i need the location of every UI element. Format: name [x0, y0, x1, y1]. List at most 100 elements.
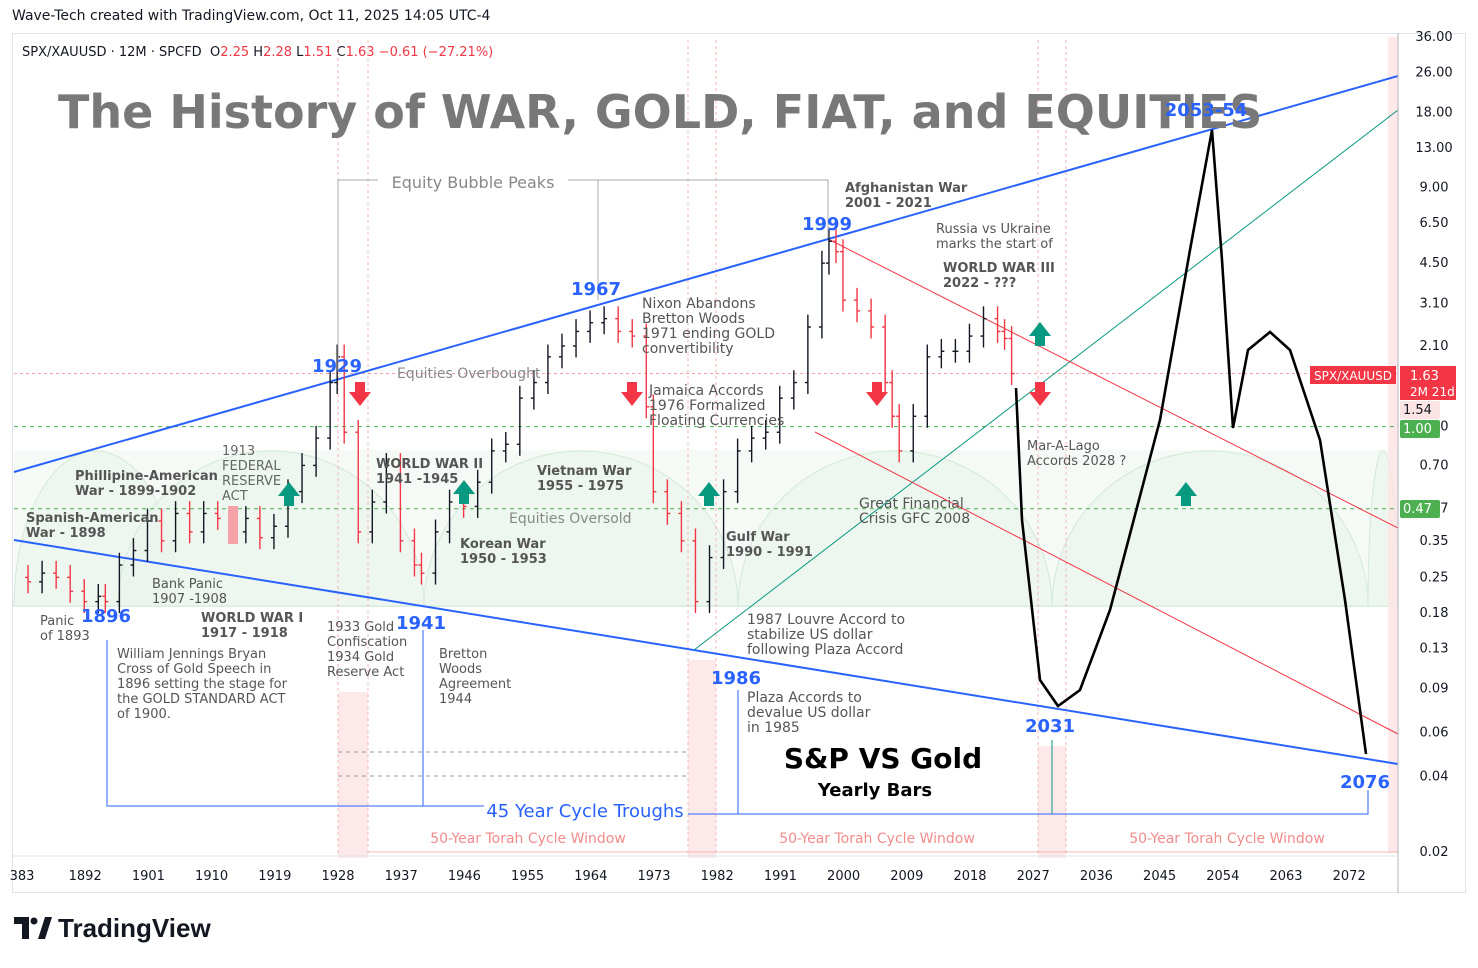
year-label: 1967 [571, 279, 621, 300]
y-tick-label: 4.50 [1420, 256, 1449, 271]
fed-act-line: ACT [222, 489, 248, 504]
y-tick-label: 0.70 [1420, 458, 1449, 473]
panic-1893-line: of 1893 [40, 629, 90, 644]
x-tick-label: 2072 [1333, 869, 1366, 884]
year-label: 2053-54 [1165, 100, 1248, 121]
symbol-tag-bg [1310, 366, 1396, 384]
fed-act-marker [228, 506, 238, 544]
close-value: 1.63 [345, 45, 375, 60]
nixon-line: Bretton Woods [642, 311, 745, 327]
chart-pane[interactable] [12, 33, 1466, 893]
y-tick-label: 0.13 [1420, 641, 1449, 656]
gulf-war-line: Gulf War [726, 530, 790, 545]
upper-trendline [13, 75, 1399, 473]
up-arrow-icon [1029, 322, 1051, 346]
x-tick-label: 2063 [1269, 869, 1302, 884]
oversold-label: Equities Oversold [509, 511, 632, 527]
louvre-accord-line: 1987 Louvre Accord to [747, 612, 905, 628]
fed-act-line: 1913 [222, 444, 255, 459]
y-tick-label: 26.00 [1415, 65, 1452, 80]
x-tick-label: 2027 [1017, 869, 1050, 884]
equity-peaks-label: Equity Bubble Peaks [392, 173, 555, 192]
level1-tag-bg [1400, 420, 1440, 438]
y-tick-label: 36.00 [1415, 30, 1452, 45]
x-tick-label: 1910 [195, 869, 228, 884]
torah-window [688, 660, 716, 858]
bryan-speech-line: the GOLD STANDARD ACT [117, 692, 286, 707]
x-tick-label: 1973 [637, 869, 670, 884]
red-trendline [814, 431, 1399, 735]
gfc-line: Crisis GFC 2008 [859, 511, 970, 527]
plaza-accord-line: Plaza Accords to [747, 690, 862, 706]
y-tick-label: 0.02 [1420, 845, 1449, 860]
bryan-speech-line: of 1900. [117, 707, 171, 722]
nixon-line: Nixon Abandons [642, 296, 756, 312]
louvre-accord-line: stabilize US dollar [747, 627, 873, 643]
torah-window [338, 692, 368, 858]
korean-war-line: Korean War [460, 537, 546, 552]
korean-war-line: 1950 - 1953 [460, 552, 547, 567]
high-value: 2.28 [263, 45, 293, 60]
y-tick-label: 0.09 [1420, 681, 1449, 696]
russia-ukraine-line: Russia vs Ukraine [936, 222, 1051, 237]
low-value: 1.51 [303, 45, 333, 60]
tradingview-footer[interactable]: TradingView [14, 913, 211, 946]
louvre-accord-line: following Plaza Accord [747, 642, 903, 658]
x-tick-label: 2045 [1143, 869, 1176, 884]
y-tick-label: 0.18 [1420, 606, 1449, 621]
change-value: −0.61 (−27.21%) [378, 45, 494, 60]
torah-label: 50-Year Torah Cycle Window [1129, 831, 1325, 847]
level2-tag: 0.47 [1403, 502, 1432, 517]
oversold-zone [14, 450, 1398, 606]
up-arrow-icon [698, 482, 720, 506]
gold-confiscation-line: Confiscation [327, 635, 407, 650]
y-tick-label: 3.10 [1420, 297, 1449, 312]
russia-ukraine-line: marks the start of [936, 237, 1053, 252]
up-arrow-icon [278, 482, 300, 506]
bryan-speech-line: William Jennings Bryan [117, 647, 266, 662]
x-tick-label: 2054 [1206, 869, 1239, 884]
vietnam-war-line: 1955 - 1975 [537, 479, 624, 494]
bank-panic-line: Bank Panic [152, 577, 223, 592]
year-label: 1896 [81, 606, 131, 627]
torah-window [1388, 37, 1398, 853]
y-tick-label: 0.06 [1420, 726, 1449, 741]
y-tick-label: 18.00 [1415, 105, 1452, 120]
brand-name: TradingView [58, 913, 211, 943]
ww1-line: 1917 - 1918 [201, 626, 288, 641]
x-tick-label: 1982 [701, 869, 734, 884]
x-tick-label: 1919 [258, 869, 291, 884]
nixon-line: convertibility [642, 341, 734, 357]
afghanistan-war-line: Afghanistan War [845, 181, 968, 196]
chart-subtitle: S&P VS Gold [784, 742, 982, 775]
green-trendline [693, 109, 1399, 651]
down-arrow-icon [349, 382, 371, 406]
ww2-line: WORLD WAR II [376, 457, 483, 472]
bretton-woods-line: Agreement [439, 677, 511, 692]
y-tick-label: 6.50 [1420, 216, 1449, 231]
x-tick-label: 1991 [764, 869, 797, 884]
spanish-war-line: Spanish-American [26, 511, 159, 526]
x-tick-label: 1955 [511, 869, 544, 884]
year-label: 1986 [711, 668, 761, 689]
panic-1893-line: Panic [40, 614, 74, 629]
x-tick-label: 383 [10, 869, 35, 884]
x-tick-label: 1937 [385, 869, 418, 884]
trough-connector [688, 790, 1369, 815]
gulf-war-line: 1990 - 1991 [726, 545, 813, 560]
trough-connector [106, 640, 484, 807]
y-tick-label: 9.00 [1420, 181, 1449, 196]
y-tick-label: 0.35 [1420, 534, 1449, 549]
overbought-label: Equities Overbought [397, 366, 541, 382]
gfc-line: Great Financial [859, 496, 964, 512]
down-arrow-icon [866, 382, 888, 406]
projection-path [1014, 129, 1368, 755]
year-label: 2076 [1340, 772, 1390, 793]
chart-credit: Wave-Tech created with TradingView.com, … [12, 8, 491, 24]
ww1-line: WORLD WAR I [201, 611, 303, 626]
ww2-line: 1941 -1945 [376, 472, 458, 487]
plaza-accord-line: in 1985 [747, 720, 800, 736]
lower-trendline [13, 539, 1399, 765]
level2-tag-bg [1400, 500, 1440, 518]
